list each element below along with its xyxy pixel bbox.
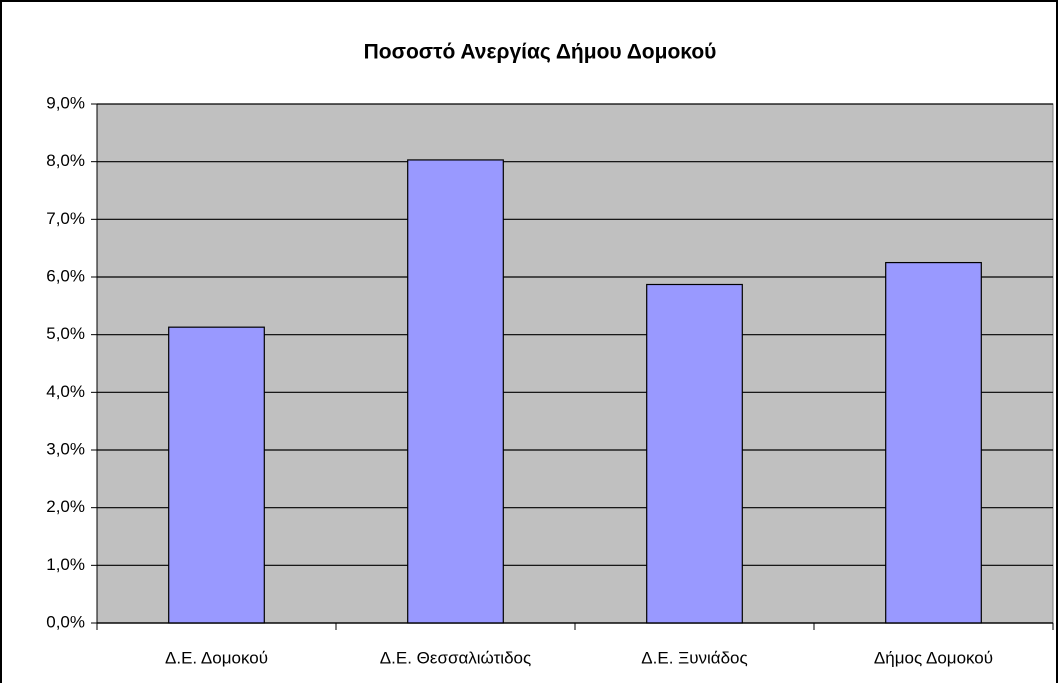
- y-tick-label: 0,0%: [46, 612, 85, 631]
- y-tick-label: 2,0%: [46, 497, 85, 516]
- y-tick-label: 4,0%: [46, 382, 85, 401]
- x-tick-label: Δ.Ε. Θεσσαλιώτιδος: [380, 648, 531, 667]
- y-tick-label: 6,0%: [46, 266, 85, 285]
- x-tick-label: Δήμος Δομοκού: [874, 648, 993, 667]
- bar: [168, 326, 265, 624]
- x-tick-label: Δ.Ε. Ξυνιάδος: [641, 648, 747, 667]
- bar: [646, 283, 743, 624]
- bar: [407, 159, 504, 624]
- y-tick-label: 7,0%: [46, 209, 85, 228]
- chart-title: Ποσοστό Ανεργίας Δήμου Δομοκού: [364, 41, 717, 64]
- y-tick-label: 3,0%: [46, 439, 85, 458]
- x-tick-label: Δ.Ε. Δομοκού: [165, 648, 268, 667]
- y-tick-label: 5,0%: [46, 324, 85, 343]
- y-tick-label: 1,0%: [46, 555, 85, 574]
- y-tick-label: 9,0%: [46, 93, 85, 112]
- bar: [885, 261, 982, 624]
- y-tick-label: 8,0%: [46, 151, 85, 170]
